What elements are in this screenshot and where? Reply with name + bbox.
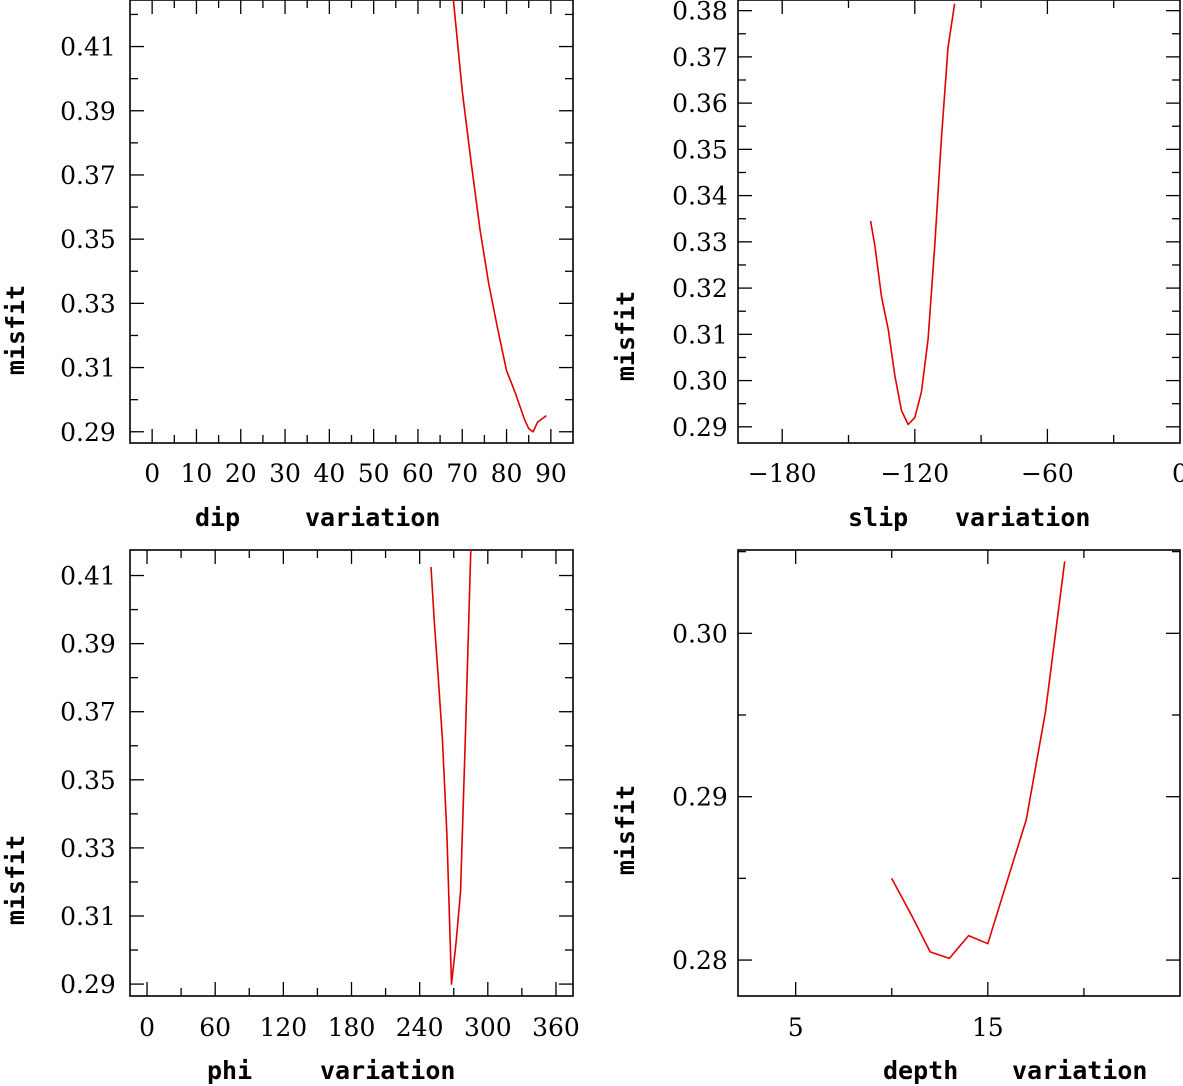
slip-ytick-label: 0.33 bbox=[672, 228, 728, 257]
slip-ytick-label: 0.29 bbox=[672, 413, 728, 442]
dip-xlabel: dip bbox=[195, 503, 240, 532]
phi-xtick-label: 360 bbox=[532, 1013, 580, 1042]
slip-ylabel: misfit bbox=[611, 291, 640, 381]
slip-ytick-label: 0.35 bbox=[672, 135, 728, 164]
phi-frame bbox=[129, 549, 574, 997]
depth-ylabel: misfit bbox=[611, 785, 640, 875]
panel-depth: 5 15 0.28 0.29 0.30 depth variation misfit bbox=[611, 549, 1181, 1085]
dip-xtick-label: 40 bbox=[313, 459, 345, 488]
depth-ytick-label: 0.30 bbox=[672, 619, 728, 648]
depth-ytick-label: 0.29 bbox=[672, 783, 728, 812]
slip-xtick-label: −180 bbox=[748, 459, 817, 488]
dip-xtick-label: 50 bbox=[358, 459, 390, 488]
phi-ytick-label: 0.41 bbox=[60, 562, 116, 591]
phi-ytick-label: 0.37 bbox=[60, 698, 116, 727]
slip-misfit-line bbox=[869, 3, 956, 426]
depth-xlabel: depth bbox=[883, 1056, 958, 1085]
phi-ytick-label: 0.35 bbox=[60, 766, 116, 795]
dip-frame bbox=[129, 0, 574, 444]
slip-xtick-label: −60 bbox=[1021, 459, 1074, 488]
slip-ytick-label: 0.32 bbox=[672, 274, 728, 303]
phi-ylabel: misfit bbox=[1, 835, 30, 925]
depth-xtick-label: 5 bbox=[788, 1013, 804, 1042]
phi-ytick-label: 0.31 bbox=[60, 902, 116, 931]
phi-xlabel: phi bbox=[207, 1056, 252, 1085]
dip-ytick-label: 0.31 bbox=[60, 354, 116, 383]
dip-xtick-label: 30 bbox=[269, 459, 301, 488]
depth-ytick-label: 0.28 bbox=[672, 946, 728, 975]
dip-ytick-label: 0.41 bbox=[60, 33, 116, 62]
dip-xlabel-variation: variation bbox=[305, 503, 440, 532]
phi-ytick-label: 0.33 bbox=[60, 834, 116, 863]
dip-ytick-label: 0.35 bbox=[60, 225, 116, 254]
phi-misfit-line bbox=[430, 549, 472, 985]
dip-xtick-label: 70 bbox=[446, 459, 478, 488]
phi-xtick-label: 0 bbox=[139, 1013, 155, 1042]
slip-ytick-label: 0.37 bbox=[672, 43, 728, 72]
dip-xtick-label: 60 bbox=[402, 459, 434, 488]
depth-xtick-label: 15 bbox=[972, 1013, 1004, 1042]
depth-misfit-line bbox=[890, 561, 1066, 960]
phi-xtick-label: 60 bbox=[199, 1013, 231, 1042]
slip-ytick-label: 0.36 bbox=[672, 89, 728, 118]
dip-xtick-label: 20 bbox=[225, 459, 257, 488]
dip-ylabel: misfit bbox=[1, 285, 30, 375]
phi-xlabel-variation: variation bbox=[320, 1056, 455, 1085]
dip-xtick-label: 10 bbox=[181, 459, 213, 488]
panel-dip: 0 10 20 30 40 50 60 70 80 90 0.29 0.31 0.33 0.35 0.37 0… bbox=[1, 0, 574, 532]
phi-xtick-label: 300 bbox=[464, 1013, 512, 1042]
slip-xtick-label: −120 bbox=[880, 459, 949, 488]
dip-xtick-label: 90 bbox=[535, 459, 567, 488]
dip-ytick-label: 0.29 bbox=[60, 418, 116, 447]
phi-ytick-label: 0.29 bbox=[60, 970, 116, 999]
slip-xlabel: slip bbox=[848, 503, 908, 532]
slip-xlabel-variation: variation bbox=[955, 503, 1090, 532]
panel-slip: −180 −120 −60 0 0.29 0.30 0.31 0.32 0.33 0.34 0.35… bbox=[611, 0, 1183, 532]
phi-xtick-label: 120 bbox=[259, 1013, 307, 1042]
slip-ytick-label: 0.31 bbox=[672, 320, 728, 349]
slip-ytick-label: 0.38 bbox=[672, 0, 728, 26]
slip-xtick-label: 0 bbox=[1172, 459, 1183, 488]
slip-frame bbox=[737, 0, 1181, 444]
dip-ytick-label: 0.39 bbox=[60, 97, 116, 126]
phi-xtick-label: 240 bbox=[396, 1013, 444, 1042]
phi-ytick-label: 0.39 bbox=[60, 630, 116, 659]
dip-xtick-label: 80 bbox=[491, 459, 523, 488]
dip-ytick-label: 0.37 bbox=[60, 161, 116, 190]
panel-phi: 0 60 120 180 240 300 360 0.29 0.31 0.33 0.35 0.37 0.… bbox=[1, 549, 580, 1085]
depth-frame bbox=[737, 549, 1181, 997]
dip-ytick-label: 0.33 bbox=[60, 289, 116, 318]
slip-ytick-label: 0.30 bbox=[672, 367, 728, 396]
dip-xtick-label: 0 bbox=[144, 459, 160, 488]
phi-xtick-label: 180 bbox=[328, 1013, 376, 1042]
depth-xlabel-variation: variation bbox=[1012, 1056, 1147, 1085]
dip-misfit-line bbox=[452, 0, 547, 433]
slip-ytick-label: 0.34 bbox=[672, 182, 728, 211]
